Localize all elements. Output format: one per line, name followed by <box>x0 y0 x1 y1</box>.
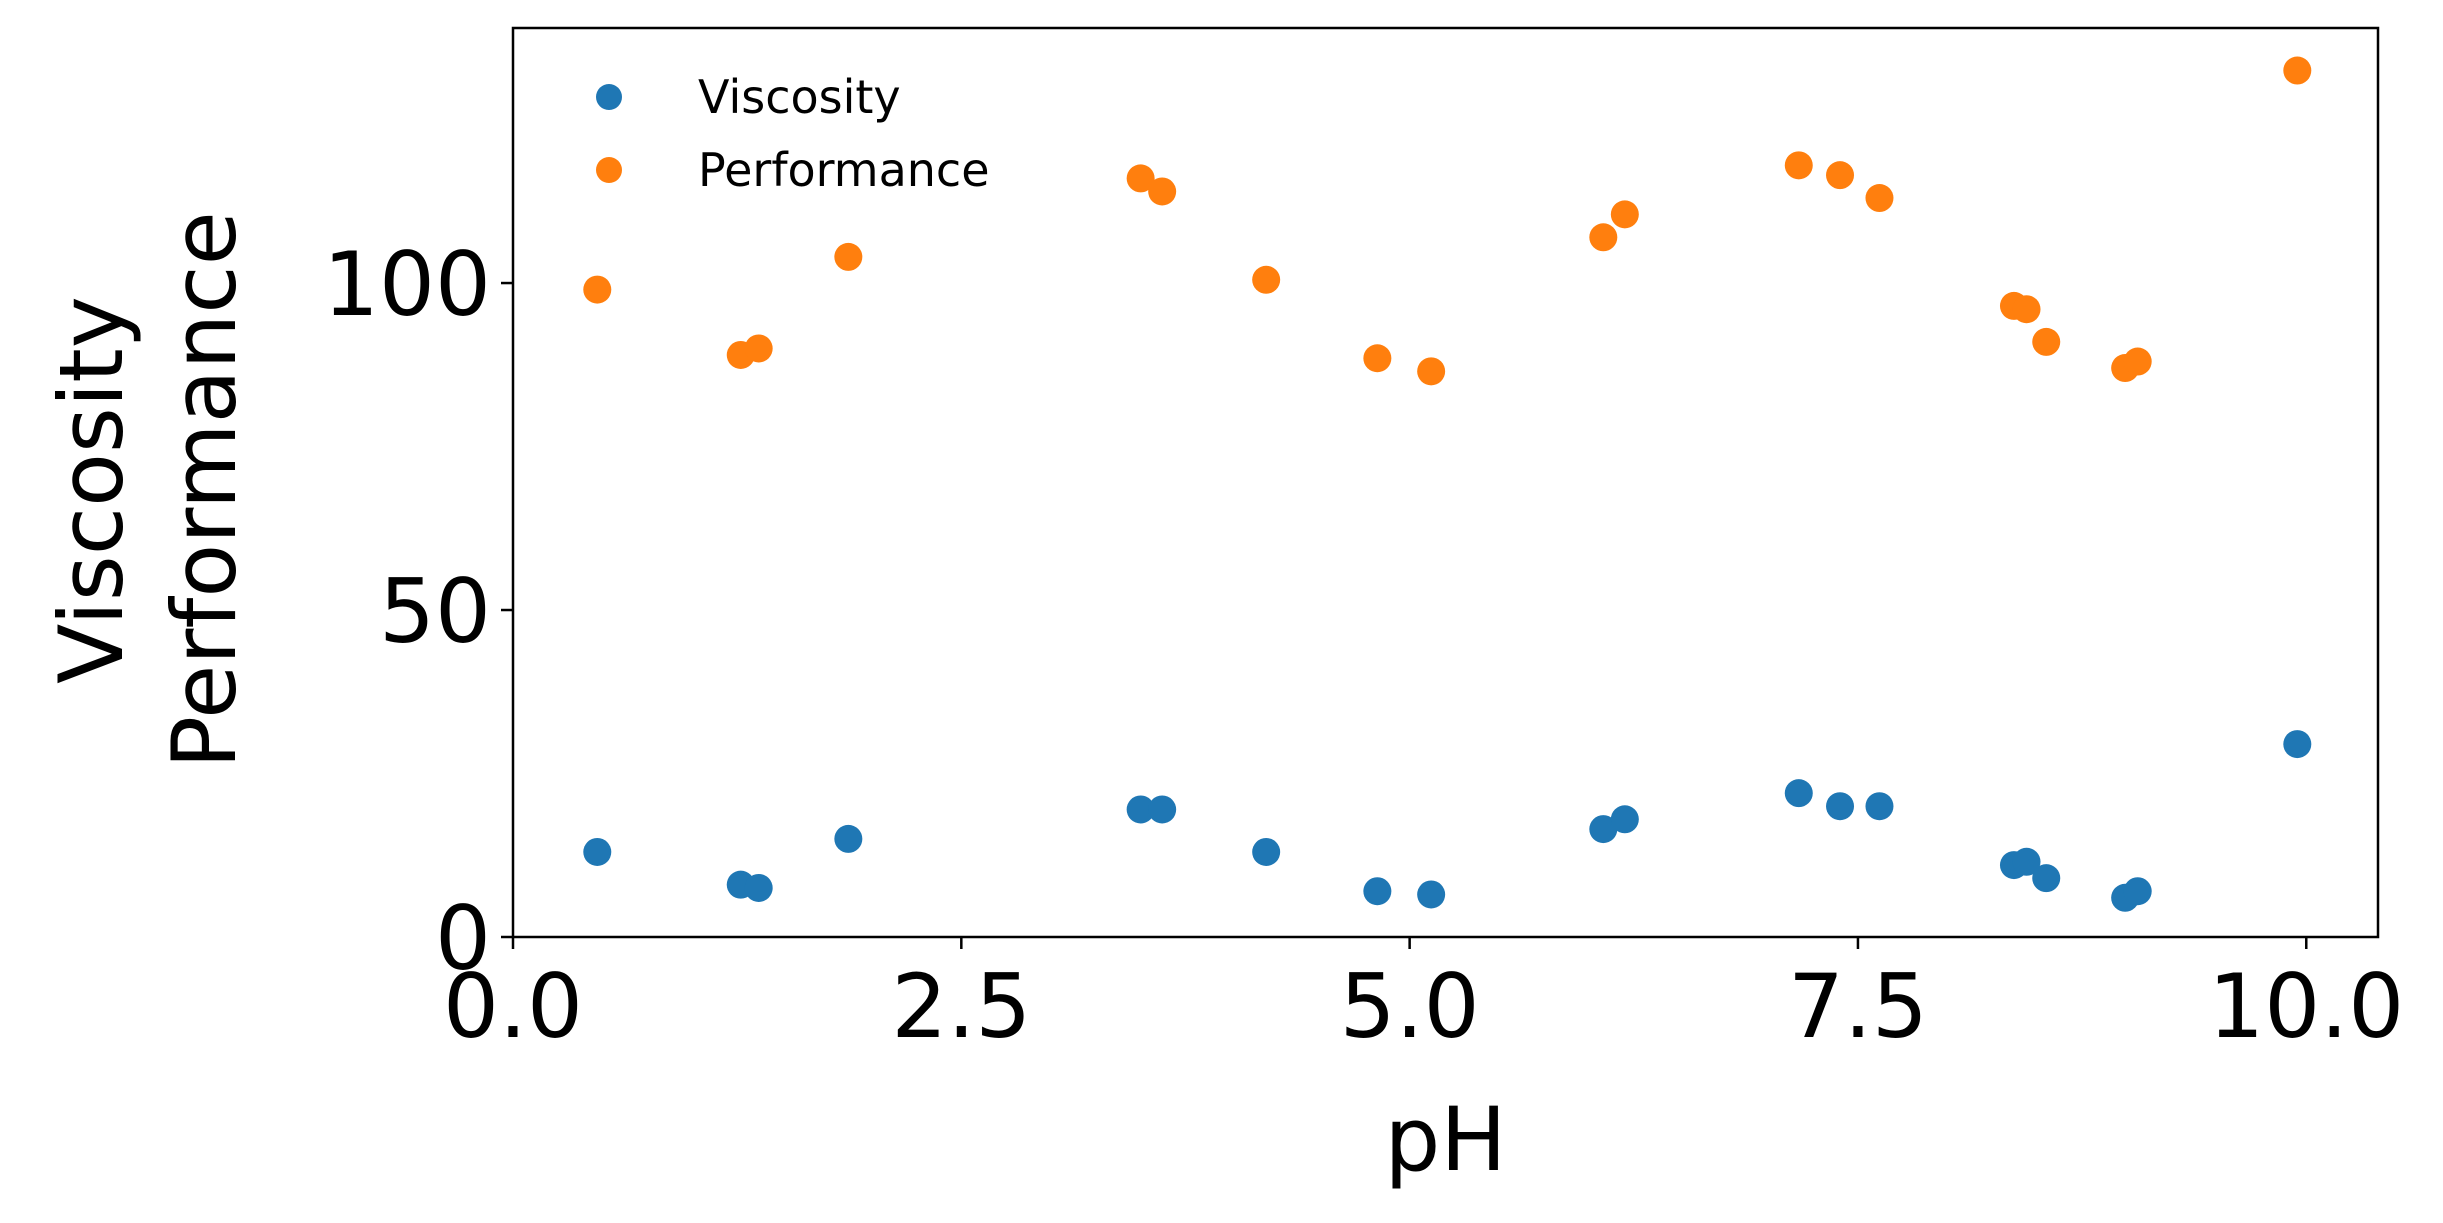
point-viscosity <box>2012 847 2041 876</box>
point-performance <box>1363 344 1392 373</box>
y-tick-label: 100 <box>323 233 491 336</box>
point-viscosity <box>1417 880 1446 909</box>
legend: Viscosity Performance <box>596 70 990 197</box>
point-performance <box>583 275 612 304</box>
point-viscosity <box>1126 795 1155 824</box>
point-viscosity <box>1252 837 1281 866</box>
x-tick-label: 5.0 <box>1340 955 1480 1058</box>
point-viscosity <box>1610 805 1639 834</box>
y-axis-label-line-2: Performance <box>153 211 256 769</box>
y-axis-label-group: Viscosity Performance <box>40 211 256 769</box>
point-performance <box>1252 265 1281 294</box>
y-axis-label-line-1: Viscosity <box>40 296 143 684</box>
points-layer <box>583 56 2312 912</box>
point-performance <box>834 242 863 271</box>
point-performance <box>1865 184 1894 213</box>
point-viscosity <box>583 837 612 866</box>
x-tick-label: 10.0 <box>2208 955 2404 1058</box>
point-performance <box>1148 177 1177 206</box>
plot-frame <box>511 26 2380 939</box>
point-performance <box>1826 161 1855 190</box>
point-viscosity <box>2283 730 2312 759</box>
point-viscosity <box>1826 792 1855 821</box>
x-tick-label: 2.5 <box>891 955 1031 1058</box>
point-performance <box>2012 295 2041 324</box>
point-viscosity <box>1784 779 1813 808</box>
point-performance <box>1417 357 1446 386</box>
legend-label-viscosity: Viscosity <box>698 70 901 124</box>
point-viscosity <box>1865 792 1894 821</box>
point-performance <box>2283 56 2312 85</box>
point-viscosity <box>2032 864 2061 893</box>
point-performance <box>2123 347 2152 376</box>
point-performance <box>744 334 773 363</box>
point-performance <box>1589 223 1618 252</box>
point-viscosity <box>2123 877 2152 906</box>
point-performance <box>1784 151 1813 180</box>
point-viscosity <box>1148 795 1177 824</box>
point-viscosity <box>744 873 773 902</box>
legend-marker-performance <box>596 157 622 183</box>
legend-marker-viscosity <box>596 84 622 110</box>
point-viscosity <box>1589 815 1618 844</box>
x-axis-label: pH <box>1384 1088 1506 1191</box>
point-performance <box>1126 164 1155 193</box>
point-viscosity <box>834 824 863 853</box>
y-tick-label: 50 <box>379 560 491 663</box>
ticks-layer: 0.0 2.5 5.0 7.5 10.0 0 50 100 <box>323 233 2404 1058</box>
y-tick-label: 0 <box>435 887 491 990</box>
x-tick-label: 0.0 <box>443 955 583 1058</box>
point-viscosity <box>1363 877 1392 906</box>
x-tick-label: 7.5 <box>1788 955 1928 1058</box>
point-performance <box>1610 200 1639 229</box>
legend-label-performance: Performance <box>698 143 990 197</box>
point-performance <box>2032 327 2061 356</box>
